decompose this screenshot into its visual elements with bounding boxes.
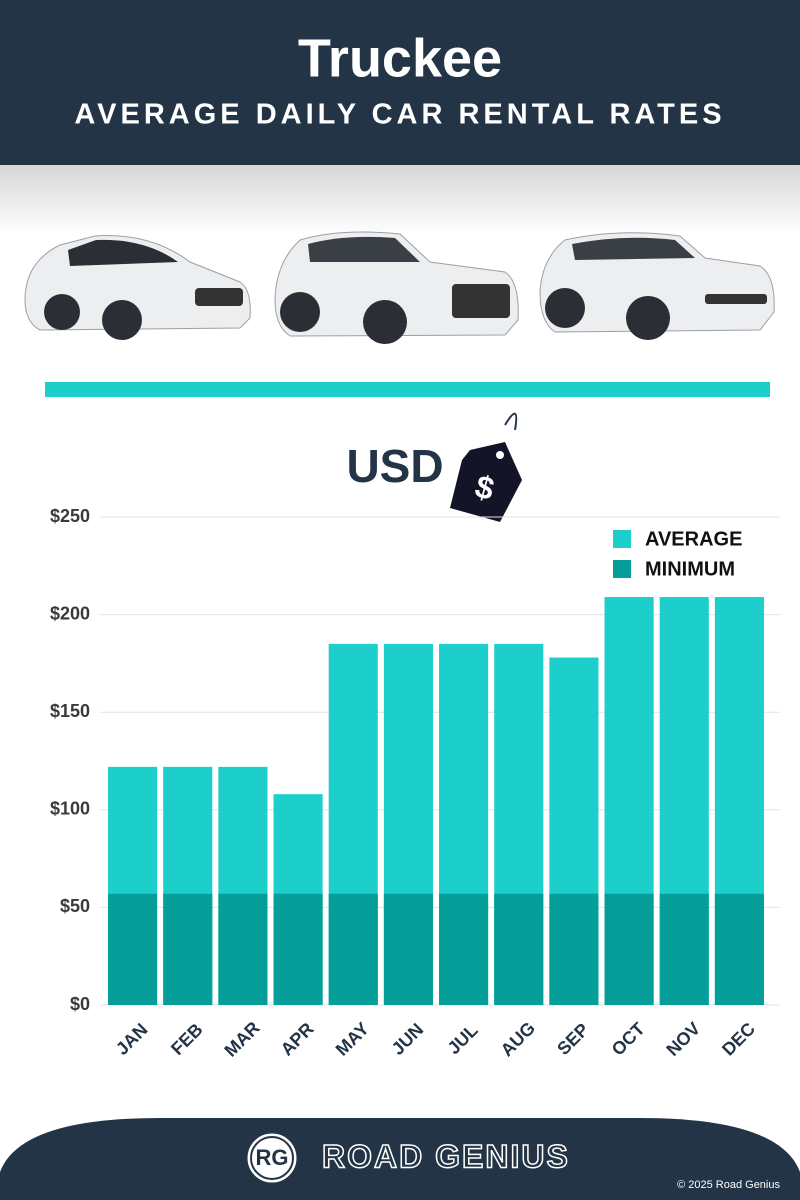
x-tick-label: DEC — [718, 1019, 759, 1060]
price-tag: $ — [450, 412, 522, 522]
x-tick-label: JUN — [388, 1019, 428, 1059]
divider — [45, 382, 770, 397]
x-tick-label: JAN — [112, 1019, 152, 1059]
bar — [218, 893, 268, 1005]
header-band — [0, 0, 800, 165]
car-crossover — [539, 232, 775, 340]
y-tick-label: $100 — [50, 799, 90, 819]
x-tick-label: SEP — [553, 1019, 593, 1059]
x-tick-label: JUL — [444, 1020, 482, 1058]
brand-name: ROAD GENIUS — [322, 1138, 570, 1174]
y-tick-label: $0 — [70, 994, 90, 1014]
x-tick-label: MAY — [332, 1018, 373, 1059]
x-tick-label: OCT — [608, 1019, 649, 1060]
y-tick-label: $200 — [50, 603, 90, 623]
bar — [108, 893, 158, 1005]
car-suv — [274, 231, 519, 344]
y-tick-label: $250 — [50, 506, 90, 526]
x-tick-label: NOV — [663, 1018, 705, 1060]
footer-band — [0, 1118, 800, 1200]
x-tick-label: AUG — [497, 1018, 539, 1060]
legend-swatch — [613, 560, 631, 578]
subtitle: AVERAGE DAILY CAR RENTAL RATES — [74, 99, 725, 131]
bar-chart: $0 $50 $100 $150 $200 $250 JAN FEB MAR APR MAY JUN J… — [50, 506, 780, 1061]
bar — [659, 893, 709, 1005]
legend-label: AVERAGE — [645, 528, 742, 550]
bar — [328, 893, 378, 1005]
copyright: © 2025 Road Genius — [677, 1179, 780, 1191]
logo-ring — [250, 1136, 294, 1180]
bar — [494, 893, 544, 1005]
logo-badge — [244, 1130, 300, 1186]
bar — [273, 893, 323, 1005]
x-tick-label: APR — [277, 1019, 318, 1060]
bar — [439, 893, 489, 1005]
bar — [714, 893, 764, 1005]
bar — [604, 893, 654, 1005]
title: Truckee — [298, 28, 502, 88]
legend-swatch — [613, 530, 631, 548]
x-tick-label: FEB — [167, 1019, 207, 1059]
bar — [163, 893, 213, 1005]
bar — [383, 893, 433, 1005]
logo-text: RG — [256, 1145, 289, 1170]
car-hatchback — [24, 235, 251, 340]
x-tick-label: MAR — [220, 1018, 263, 1061]
legend-label: MINIMUM — [645, 558, 735, 580]
currency-label: USD — [346, 440, 443, 492]
bar — [549, 893, 599, 1005]
y-tick-label: $150 — [50, 701, 90, 721]
y-tick-label: $50 — [60, 896, 90, 916]
